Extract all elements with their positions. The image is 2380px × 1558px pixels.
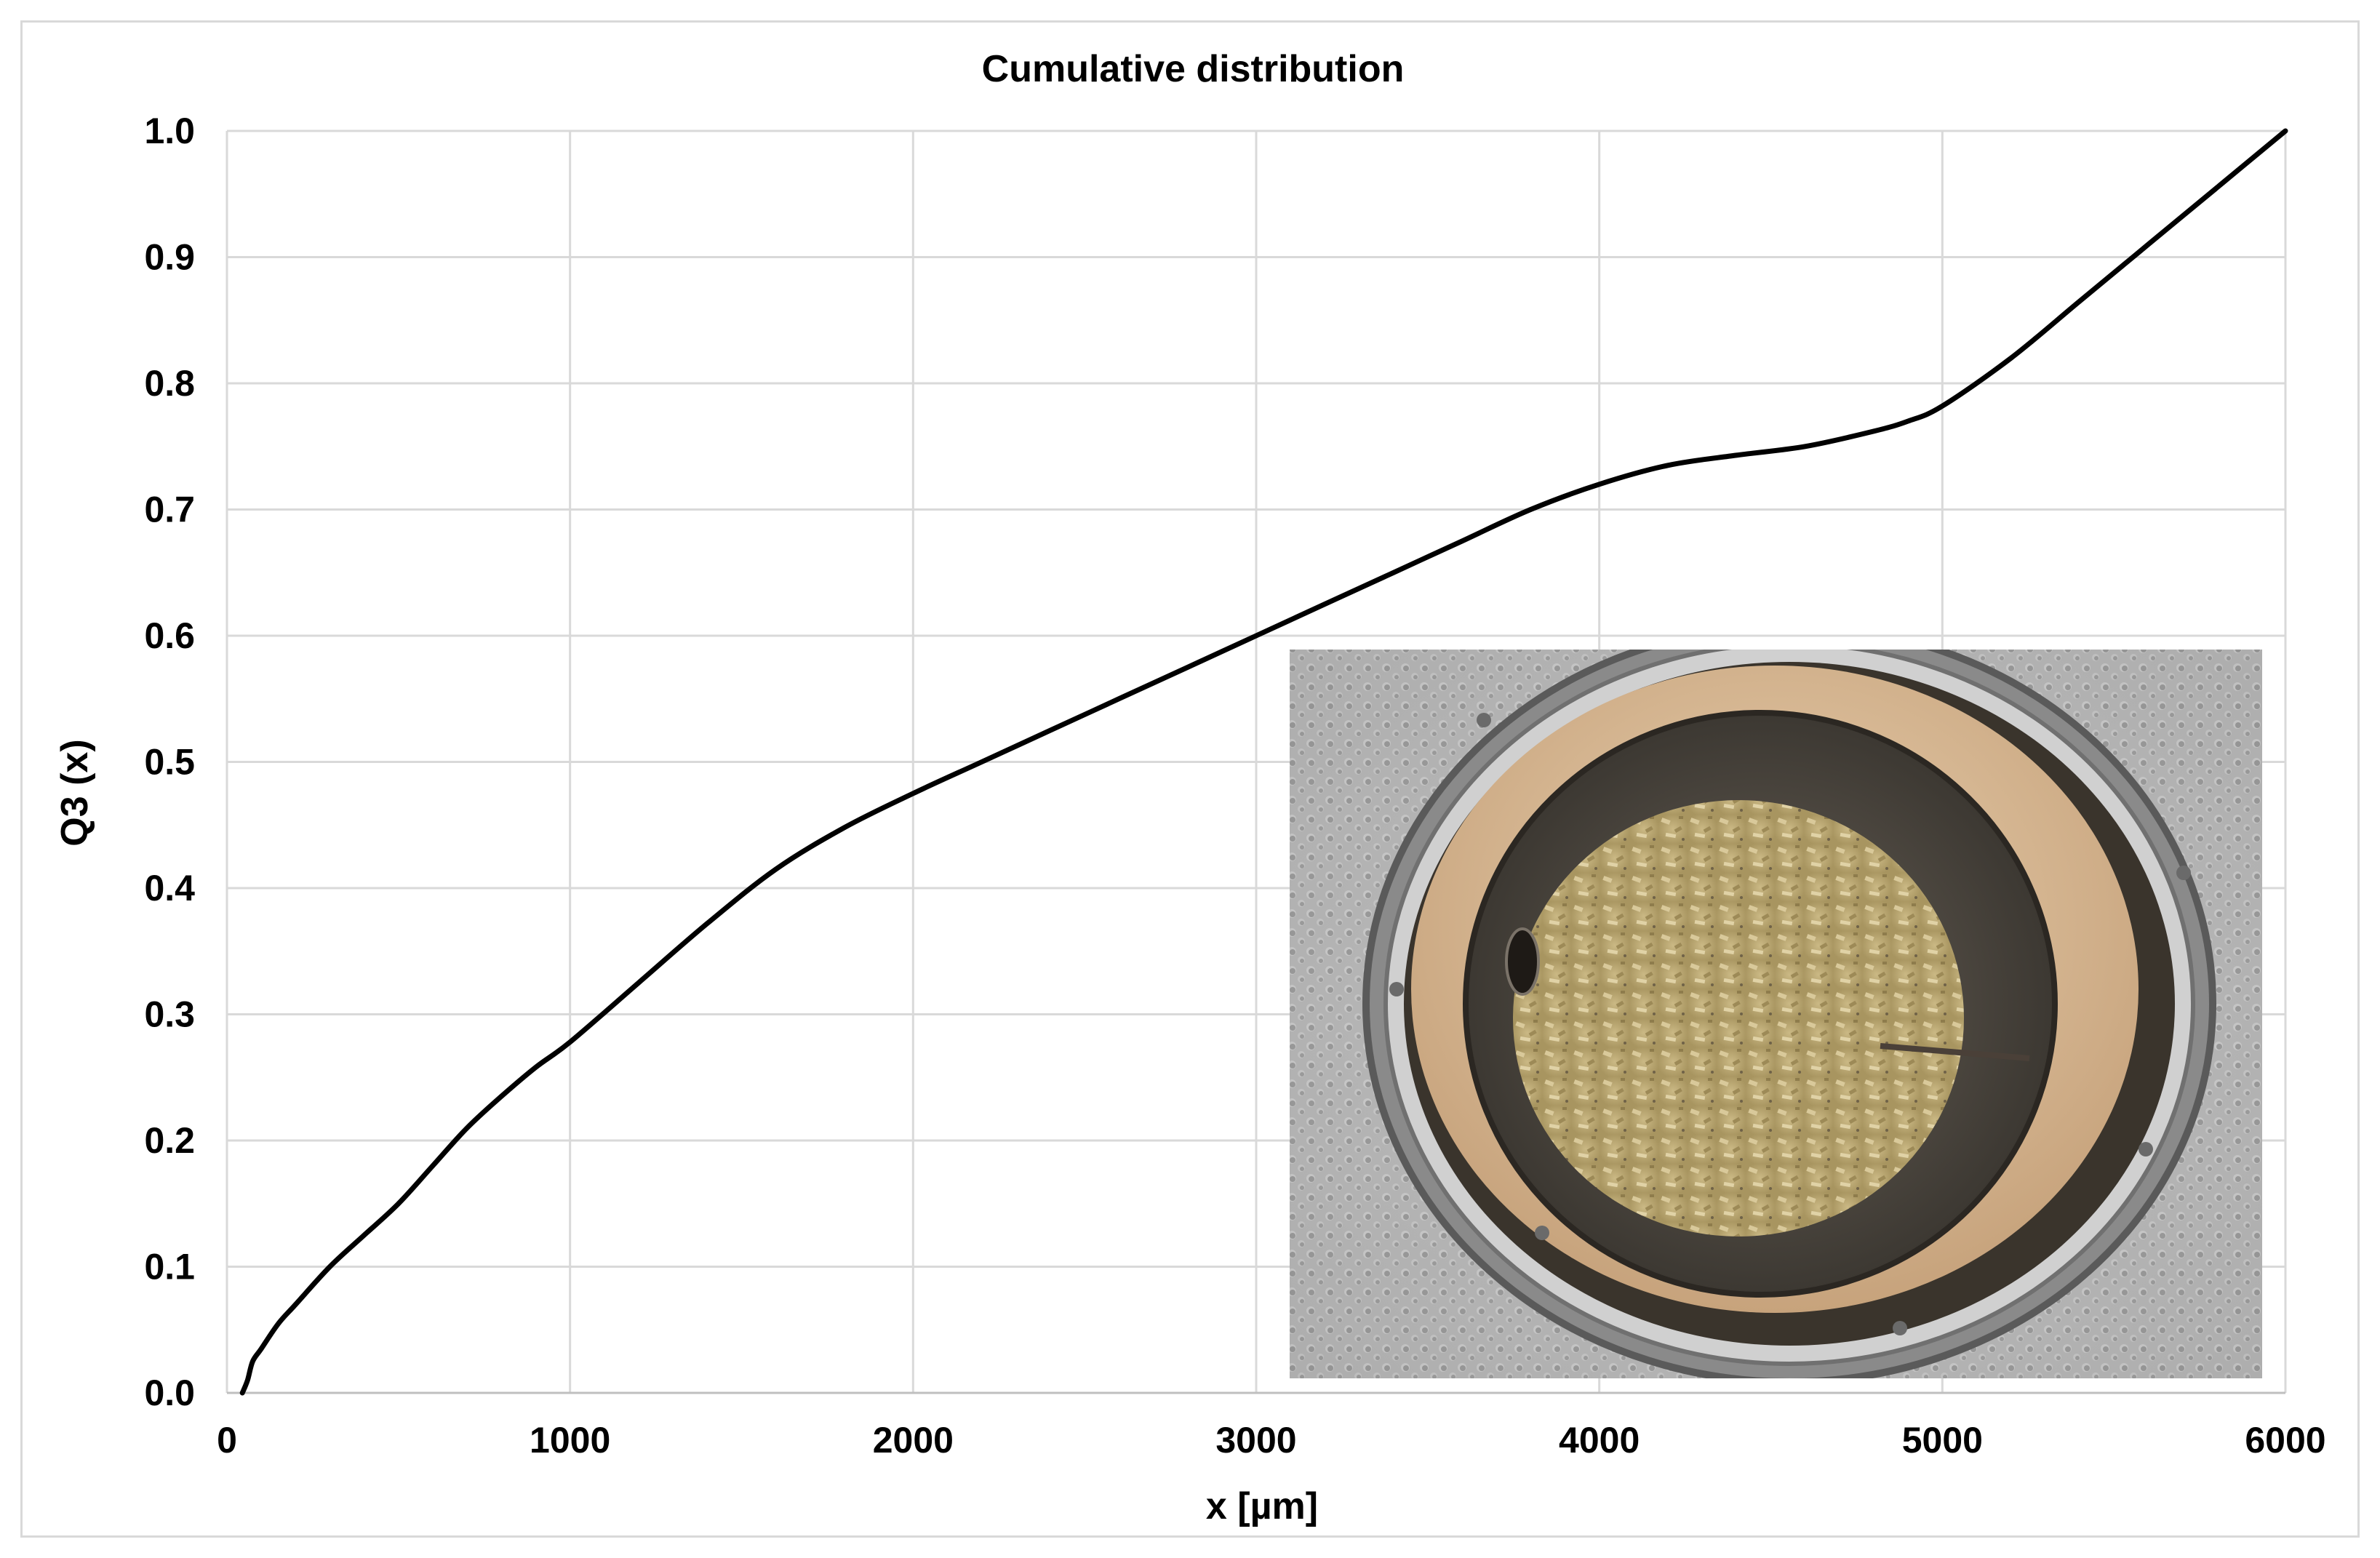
- x-tick-label-1: 1000: [530, 1420, 610, 1461]
- y-tick-label-9: 0.9: [144, 237, 195, 278]
- x-tick-label-5: 5000: [1902, 1420, 1983, 1461]
- y-tick-label-1: 0.1: [144, 1247, 195, 1287]
- x-tick-label-6: 6000: [2245, 1420, 2325, 1461]
- y-axis-label: Q3 (x): [54, 739, 96, 846]
- y-tick-label-10: 1.0: [144, 111, 195, 151]
- series-group: [239, 128, 2288, 1396]
- y-tick-label-4: 0.4: [144, 868, 195, 908]
- x-tick-label-2: 2000: [873, 1420, 954, 1461]
- y-tick-label-5: 0.5: [144, 742, 195, 783]
- series-line-0: [239, 128, 2288, 1396]
- y-tick-label-7: 0.7: [144, 490, 195, 530]
- y-tick-label-2: 0.2: [144, 1120, 195, 1161]
- x-axis-ticks: 0 1000 2000 3000 4000 5000 6000: [217, 1420, 2326, 1461]
- chart-title: Cumulative distribution: [982, 48, 1405, 90]
- y-tick-label-8: 0.8: [144, 363, 195, 404]
- y-tick-label-3: 0.3: [144, 994, 195, 1035]
- x-tick-label-0: 0: [217, 1420, 237, 1461]
- chart-frame: [20, 20, 2360, 1538]
- y-tick-label-6: 0.6: [144, 615, 195, 656]
- x-tick-label-4: 4000: [1559, 1420, 1640, 1461]
- y-axis-ticks: 0.0 0.1 0.2 0.3 0.4 0.5 0.6 0.7 0.8 0.9 1.0: [144, 111, 195, 1413]
- x-axis-label: x [µm]: [1206, 1485, 1318, 1527]
- inset-photo: [1290, 650, 2262, 1378]
- x-tick-label-3: 3000: [1215, 1420, 1296, 1461]
- y-tick-label-0: 0.0: [144, 1373, 195, 1413]
